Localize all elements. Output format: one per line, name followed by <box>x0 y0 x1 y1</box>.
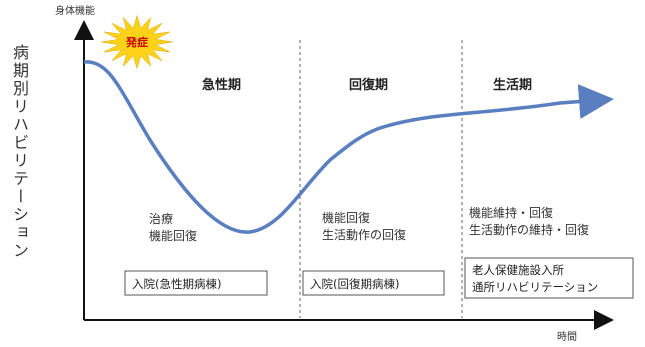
side-title: 病期別リハビリテーション <box>10 44 29 260</box>
phase-desc-acute-2: 機能回復 <box>149 228 197 243</box>
phase-desc-living-1: 機能維持・回復 <box>469 205 553 220</box>
setting-box-living-label-1: 老人保健施設入所 <box>472 263 564 277</box>
phase-title-living: 生活期 <box>493 77 532 93</box>
setting-box-recovery <box>302 270 445 296</box>
phase-title-acute: 急性期 <box>202 77 241 93</box>
setting-box-living-label-2: 通所リハビリテーション <box>472 280 598 294</box>
setting-box-acute <box>124 270 268 296</box>
y-axis-label: 身体機能 <box>55 4 95 17</box>
onset-burst: 発症 <box>101 14 173 70</box>
function-curve <box>83 60 614 234</box>
phase-desc-living-2: 生活動作の維持・回復 <box>469 222 589 237</box>
x-axis-label: 時間 <box>557 331 577 343</box>
setting-box-recovery-label: 入院(回復期病棟) <box>310 277 399 291</box>
setting-box-acute-label: 入院(急性期病棟) <box>132 277 221 291</box>
setting-box-living <box>464 257 634 299</box>
phase-desc-acute-1: 治療 <box>149 212 173 226</box>
phase-title-recovery: 回復期 <box>349 77 388 93</box>
phase-desc-recovery-1: 機能回復 <box>322 210 370 225</box>
onset-label: 発症 <box>125 35 148 49</box>
phase-desc-recovery-2: 生活動作の回復 <box>322 227 406 242</box>
